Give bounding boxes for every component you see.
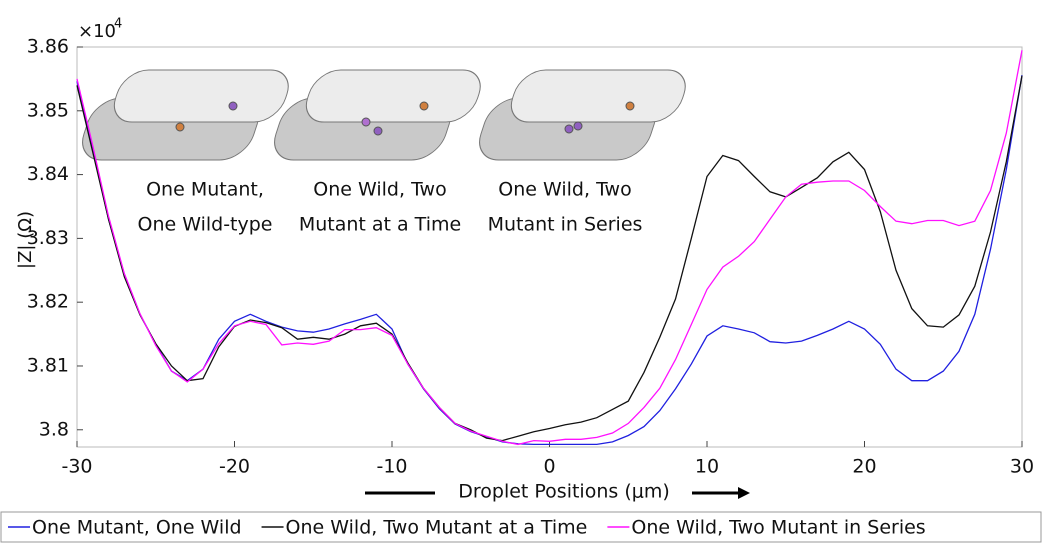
y-tick-label: 3.83 — [27, 227, 69, 249]
legend — [0, 511, 1042, 543]
x-tick-label: -10 — [376, 456, 407, 478]
x-tick-label: 0 — [543, 456, 555, 478]
inset-device — [274, 69, 481, 161]
x-tick-label: 10 — [695, 456, 719, 478]
y-multiplier: ×10 — [78, 21, 116, 42]
legend-label: One Wild, Two Mutant at a Time — [286, 517, 588, 539]
legend-label: One Wild, Two Mutant in Series — [631, 517, 925, 539]
inset-caption: One Wild-type — [137, 214, 272, 236]
x-tick-label: 20 — [852, 456, 876, 478]
y-tick-label: 3.82 — [27, 291, 69, 313]
droplet — [228, 101, 238, 111]
droplet — [175, 122, 185, 132]
droplet — [373, 126, 383, 136]
device-top — [305, 69, 481, 123]
y-tick-label: 3.86 — [27, 36, 69, 58]
droplet — [419, 101, 429, 111]
series-line — [76, 50, 1023, 446]
inset-caption: One Wild, Two — [498, 179, 631, 201]
inset-caption: One Wild, Two — [313, 179, 446, 201]
inset-images — [82, 69, 686, 161]
arrow-head — [738, 487, 750, 499]
droplet — [573, 121, 583, 131]
legend-label: One Mutant, One Wild — [32, 517, 242, 539]
x-tick-label: -30 — [61, 456, 92, 478]
inset-device — [479, 69, 686, 161]
y-axis-label: |Z| (Ω) — [15, 211, 36, 269]
inset-caption: One Mutant, — [146, 179, 264, 201]
inset-caption: Mutant in Series — [488, 214, 643, 236]
x-tick-label: 30 — [1010, 456, 1034, 478]
y-multiplier-exponent: 4 — [114, 17, 122, 32]
droplet — [361, 117, 371, 127]
device-top — [113, 69, 289, 123]
x-tick-label: -20 — [219, 456, 250, 478]
y-tick-label: 3.85 — [27, 99, 69, 121]
device-top — [510, 69, 686, 123]
x-axis-label: Droplet Positions (μm) — [458, 481, 670, 503]
inset-caption: Mutant at a Time — [299, 214, 461, 236]
inset-device — [82, 69, 289, 161]
series-line — [76, 74, 1023, 446]
y-tick-label: 3.8 — [39, 418, 69, 440]
y-tick-label: 3.84 — [27, 163, 69, 185]
droplet — [564, 124, 574, 134]
y-tick-label: 3.81 — [27, 354, 69, 376]
droplet — [625, 101, 635, 111]
